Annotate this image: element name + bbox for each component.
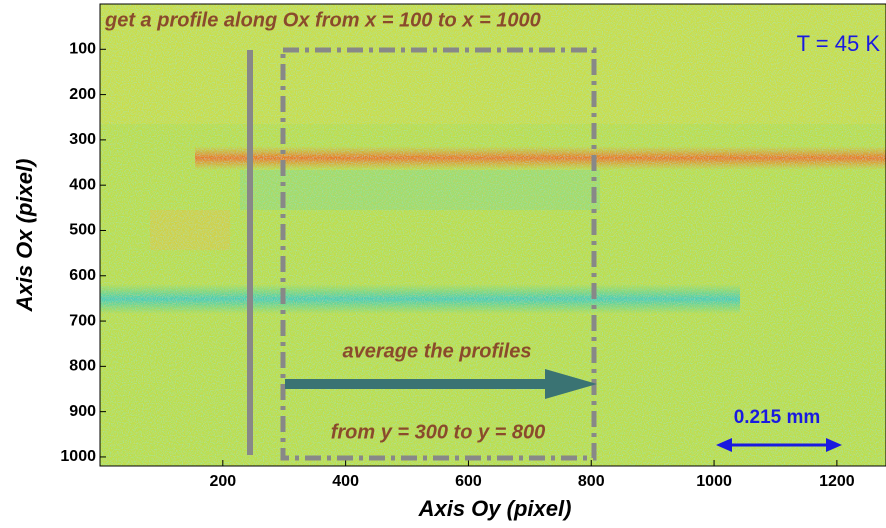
x-tick-label: 1200 <box>819 473 855 490</box>
x-axis-label: Axis Oy (pixel) <box>418 496 572 521</box>
x-tick-label: 1000 <box>696 473 732 490</box>
scale-arrow-left <box>716 438 732 452</box>
image <box>100 4 886 466</box>
y-tick-label: 300 <box>69 131 96 148</box>
plot-frame <box>99 3 886 467</box>
y-tick-label: 400 <box>69 176 96 193</box>
arrow-head <box>545 369 597 399</box>
average-label: average the profiles <box>343 340 532 362</box>
y-tick-label: 1000 <box>60 448 96 465</box>
y-tick-label: 600 <box>69 267 96 284</box>
y-tick-label: 200 <box>69 86 96 103</box>
y-tick-label: 700 <box>69 312 96 329</box>
y-tick-label: 500 <box>69 222 96 239</box>
range-label: from y = 300 to y = 800 <box>331 421 546 443</box>
average-region <box>280 47 597 461</box>
annotation-title: get a profile along Ox from x = 100 to x… <box>104 9 541 31</box>
axes: 200 400 600 800 1000 1200 100 200 300 400 500 600 70… <box>60 41 854 491</box>
y-tick-label: 900 <box>69 403 96 420</box>
scale-label: 0.215 mm <box>734 407 821 428</box>
y-axis-label: Axis Ox (pixel) <box>12 159 37 313</box>
scale-arrow-right <box>826 438 842 452</box>
x-tick-label: 400 <box>332 473 359 490</box>
temperature-label: T = 45 K <box>797 31 881 56</box>
y-tick-label: 800 <box>69 358 96 375</box>
y-tick-label: 100 <box>69 41 96 58</box>
x-tick-label: 800 <box>578 473 605 490</box>
x-tick-label: 200 <box>209 473 236 490</box>
x-tick-label: 600 <box>455 473 482 490</box>
